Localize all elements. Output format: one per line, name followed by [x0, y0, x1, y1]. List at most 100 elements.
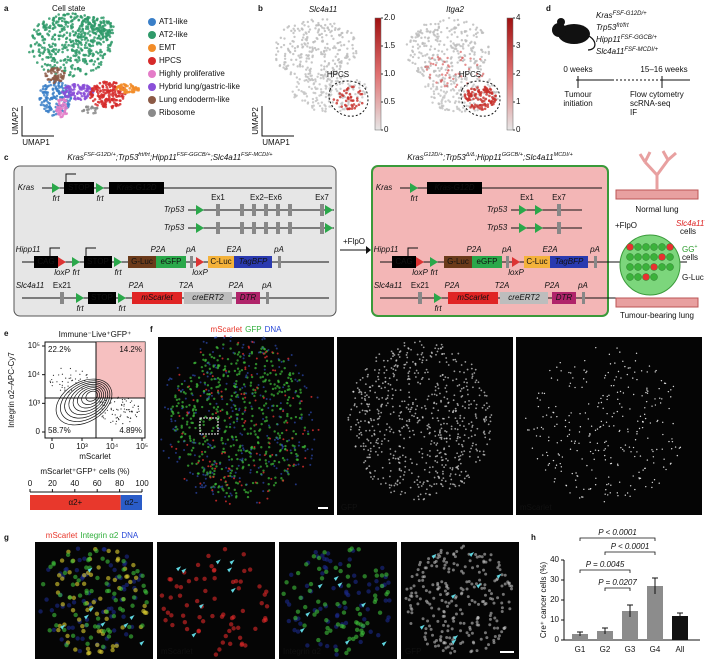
cell-dot [446, 82, 449, 85]
cell-dot [470, 429, 473, 432]
cell-dot [68, 99, 71, 102]
cell-dot [224, 442, 227, 445]
cell-dot [355, 79, 359, 82]
cell-dot [105, 85, 109, 89]
legend-swatch [148, 18, 156, 26]
cell-dot [581, 386, 583, 389]
cell-dot [85, 62, 89, 66]
cell-dot [401, 454, 404, 457]
cell-dot [65, 106, 68, 110]
cell-dot [494, 94, 497, 97]
cell-dot [435, 402, 438, 405]
cell-dot [289, 449, 292, 452]
cell-dot [360, 101, 364, 105]
cell-dot [424, 492, 427, 495]
construct-label: P2A [544, 281, 559, 290]
cell-dot [416, 405, 419, 407]
cell-dot [358, 432, 361, 435]
cell-dot [296, 80, 299, 84]
legend-swatch [148, 109, 156, 117]
cell-dot [176, 460, 179, 463]
cell-dot [385, 369, 388, 372]
cell-dot [483, 90, 487, 94]
cell-dot [75, 370, 77, 372]
cell-dot [198, 442, 201, 445]
cell-dot [350, 425, 352, 428]
cell-dot [239, 458, 242, 461]
cell-dot [411, 45, 415, 49]
cell-dot [645, 391, 647, 394]
cell-dot [442, 378, 445, 381]
cell-dot [462, 43, 465, 46]
cell-dot [283, 57, 287, 60]
cell-dot [202, 358, 205, 361]
cell-dot [136, 411, 138, 413]
cell-dot [448, 445, 451, 448]
cell-dot [166, 383, 169, 386]
cell-dot [575, 472, 577, 474]
cell-dot [76, 617, 82, 622]
cell-dot [461, 453, 464, 456]
cell-dot [375, 586, 380, 591]
cell-dot [231, 410, 234, 413]
cell-dot [51, 560, 56, 566]
cell-dot [282, 410, 285, 413]
cell-dot [111, 628, 117, 633]
cell-dot [616, 391, 619, 394]
cell-dot [261, 346, 264, 349]
cell-dot [81, 370, 83, 372]
y-tick-label: 0 [36, 427, 41, 436]
cell-dot [423, 468, 426, 471]
cell-dot [405, 423, 408, 426]
cell-dot [399, 493, 402, 496]
cell-dot [423, 435, 426, 438]
cell-dot [377, 478, 380, 480]
cell-dot [61, 384, 63, 386]
cell-dot [457, 96, 461, 100]
construct-label: pA [261, 281, 272, 290]
cell-dot [456, 466, 459, 469]
cell-dot [176, 366, 179, 369]
cell-dot [415, 32, 418, 35]
cell-dot [174, 429, 177, 432]
cell-dot [66, 58, 70, 62]
cell-dot [202, 420, 205, 423]
cell-dot [250, 419, 253, 423]
cell-dot [244, 366, 247, 369]
cell-dot [250, 448, 253, 451]
cell-dot [373, 419, 375, 421]
x-axis-label: UMAP1 [262, 138, 290, 147]
cell-dot [535, 435, 538, 437]
cell-dot [237, 341, 240, 344]
cell-dot [252, 459, 255, 462]
cell-dot [473, 53, 476, 56]
cell-dot [294, 464, 297, 467]
cell-dot [339, 87, 342, 91]
cell-dot [581, 458, 583, 460]
cell-dot [300, 89, 303, 93]
cell-dot [367, 439, 370, 442]
cell-dot [423, 44, 426, 48]
cell-dot [102, 40, 105, 44]
cell-dot [93, 24, 96, 27]
cell-dot [367, 449, 370, 452]
cell-dot [389, 413, 392, 415]
cell-dot [345, 91, 348, 95]
cell-dot [554, 478, 556, 480]
cell-dot [236, 359, 239, 362]
construct-label: E2A [226, 245, 241, 254]
cell-dot [98, 50, 102, 54]
cell-dot [74, 12, 77, 16]
cell-dot [477, 381, 480, 384]
cell-dot [354, 445, 357, 448]
cell-dot [80, 16, 84, 19]
cell-dot [286, 449, 289, 452]
cell-dot [242, 357, 245, 360]
x-tick-label: 20 [48, 479, 57, 488]
cell-dot [424, 407, 427, 410]
cell-dot [40, 46, 44, 49]
image-label: mScarlet [520, 503, 552, 512]
cell-dot [215, 465, 218, 468]
cell-dot [455, 92, 458, 96]
cell-dot [437, 35, 440, 38]
